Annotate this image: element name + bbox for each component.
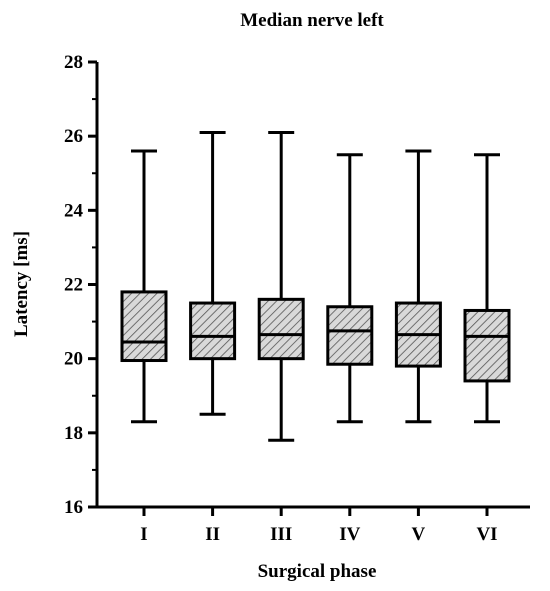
- iqr-box: [257, 297, 305, 361]
- x-tick-label: VI: [476, 524, 497, 545]
- x-tick-label: II: [205, 524, 220, 545]
- x-tick-label: V: [412, 524, 426, 545]
- iqr-box: [189, 301, 237, 361]
- y-ticks: 16 18 20 22 24 26 28: [64, 52, 97, 518]
- y-tick-label: 18: [64, 423, 83, 444]
- box-IV: [326, 153, 374, 424]
- box-V: [394, 149, 442, 424]
- box-VI: [463, 153, 511, 424]
- x-tick-label: I: [140, 524, 147, 545]
- y-tick-label: 20: [64, 349, 83, 370]
- x-ticks: I II III IV V VI: [140, 507, 498, 545]
- x-axis-label: Surgical phase: [258, 561, 377, 582]
- box-III: [257, 130, 305, 442]
- chart-title: Median nerve left: [240, 10, 384, 31]
- y-axis-label: Latency [ms]: [11, 231, 32, 337]
- x-tick-label: IV: [339, 524, 360, 545]
- boxes: [120, 130, 511, 442]
- iqr-box: [326, 305, 374, 366]
- y-tick-label: 16: [64, 497, 83, 518]
- y-tick-label: 22: [64, 275, 83, 296]
- box-II: [189, 130, 237, 416]
- axes: [95, 62, 530, 509]
- y-tick-label: 28: [64, 52, 83, 73]
- iqr-box: [463, 308, 511, 383]
- box-I: [120, 149, 168, 424]
- y-tick-label: 24: [64, 200, 84, 221]
- iqr-box: [120, 290, 168, 363]
- x-tick-label: III: [270, 524, 292, 545]
- y-tick-label: 26: [64, 126, 83, 147]
